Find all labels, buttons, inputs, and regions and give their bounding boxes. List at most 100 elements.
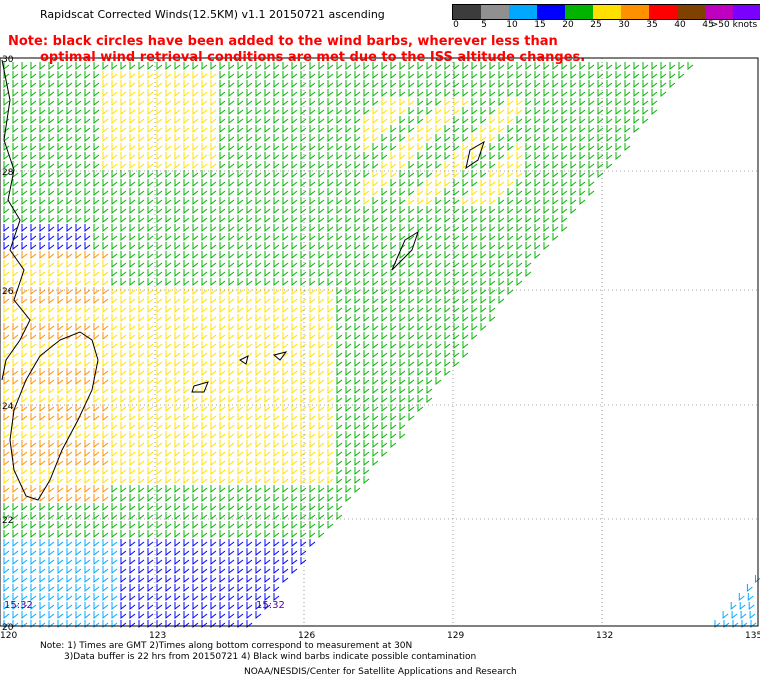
wind-barb <box>156 71 163 80</box>
wind-barb <box>300 359 307 368</box>
wind-barb <box>282 224 289 233</box>
wind-barb <box>138 404 145 413</box>
wind-barb <box>228 80 235 89</box>
wind-barb <box>57 143 64 152</box>
wind-barb <box>255 296 262 305</box>
wind-barb <box>111 296 118 305</box>
wind-barb <box>282 314 289 323</box>
wind-barb <box>273 125 280 134</box>
wind-barb <box>111 557 118 566</box>
wind-barb <box>48 179 55 188</box>
wind-barb <box>327 476 334 485</box>
wind-barb <box>192 566 199 575</box>
wind-barb <box>336 71 343 80</box>
wind-barb <box>345 170 352 179</box>
wind-barb <box>570 134 577 143</box>
wind-barb <box>525 233 532 242</box>
wind-barb <box>345 152 352 161</box>
wind-barb <box>120 395 127 404</box>
wind-barb <box>282 98 289 107</box>
wind-barb <box>507 251 514 260</box>
wind-barb <box>507 125 514 134</box>
wind-barb <box>165 143 172 152</box>
wind-barb <box>174 116 181 125</box>
wind-barb <box>21 593 28 602</box>
wind-barb <box>219 530 226 539</box>
wind-barb <box>192 485 199 494</box>
wind-barb <box>147 413 154 422</box>
wind-barb <box>66 215 73 224</box>
wind-barb <box>156 512 163 521</box>
wind-barb <box>147 440 154 449</box>
wind-barb <box>291 350 298 359</box>
wind-barb <box>444 161 451 170</box>
wind-barb <box>498 107 505 116</box>
wind-barb <box>687 62 694 71</box>
wind-barb <box>75 539 82 548</box>
wind-barb <box>345 89 352 98</box>
wind-barb <box>336 512 343 521</box>
wind-barb <box>219 269 226 278</box>
wind-barb <box>201 611 208 620</box>
wind-barb <box>93 431 100 440</box>
wind-barb <box>174 377 181 386</box>
wind-barb <box>642 116 649 125</box>
wind-barb <box>489 152 496 161</box>
wind-barb <box>561 80 568 89</box>
wind-barb <box>399 413 406 422</box>
wind-barb <box>327 386 334 395</box>
wind-barb <box>417 269 424 278</box>
wind-barb <box>345 494 352 503</box>
wind-barb <box>57 539 64 548</box>
wind-barb <box>174 440 181 449</box>
wind-barb <box>75 602 82 611</box>
wind-barb <box>273 134 280 143</box>
wind-barb <box>165 395 172 404</box>
wind-barb <box>174 197 181 206</box>
wind-barb <box>246 359 253 368</box>
wind-barb <box>390 116 397 125</box>
coastline <box>1 59 485 501</box>
wind-barb <box>444 215 451 224</box>
wind-barb <box>435 89 442 98</box>
wind-barb <box>273 62 280 71</box>
wind-barb <box>30 395 37 404</box>
wind-barb <box>210 143 217 152</box>
wind-barb <box>84 278 91 287</box>
wind-barb <box>309 278 316 287</box>
wind-barb <box>408 134 415 143</box>
wind-barb <box>147 80 154 89</box>
wind-barb <box>246 413 253 422</box>
wind-barb <box>57 125 64 134</box>
wind-barb <box>192 449 199 458</box>
wind-barb <box>246 260 253 269</box>
wind-barb <box>228 98 235 107</box>
wind-barb <box>12 566 19 575</box>
wind-barb <box>174 620 181 629</box>
wind-barb <box>291 296 298 305</box>
wind-barb <box>12 359 19 368</box>
wind-barb <box>102 242 109 251</box>
wind-barb <box>588 161 595 170</box>
wind-barb <box>129 125 136 134</box>
wind-barb <box>300 413 307 422</box>
wind-barb <box>471 161 478 170</box>
wind-barb <box>210 458 217 467</box>
wind-barb <box>138 395 145 404</box>
wind-barb <box>57 107 64 116</box>
wind-barb <box>138 71 145 80</box>
wind-barb <box>219 548 226 557</box>
wind-barb <box>93 503 100 512</box>
wind-barb <box>462 197 469 206</box>
wind-barb <box>561 170 568 179</box>
wind-barb <box>471 170 478 179</box>
wind-barb <box>300 179 307 188</box>
wind-barb <box>246 503 253 512</box>
wind-barb <box>264 260 271 269</box>
wind-barb <box>534 242 541 251</box>
wind-barb <box>183 404 190 413</box>
wind-barb <box>48 593 55 602</box>
wind-barb <box>444 251 451 260</box>
wind-barb <box>183 152 190 161</box>
wind-barb <box>147 584 154 593</box>
